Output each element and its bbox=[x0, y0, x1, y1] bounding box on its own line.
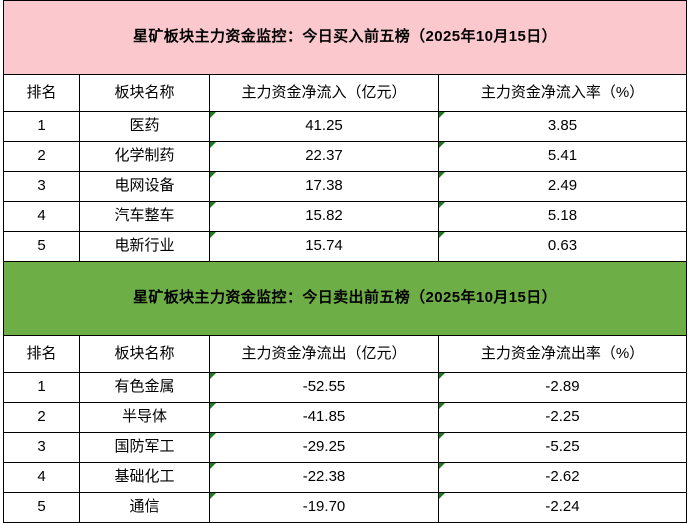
buy-rate-3: 2.49 bbox=[437, 171, 688, 202]
sell-rate-1: -2.89 bbox=[437, 372, 688, 403]
table-row: 4 基础化工 -22.38 -2.62 bbox=[3, 462, 688, 493]
buy-rank-4: 4 bbox=[3, 201, 80, 232]
buy-value-5: 15.74 bbox=[209, 231, 439, 262]
sell-rank-3: 3 bbox=[3, 432, 80, 463]
buy-rate-2: 5.41 bbox=[437, 141, 688, 172]
buy-rate-5: 0.63 bbox=[437, 231, 688, 262]
sell-rate-2: -2.25 bbox=[437, 402, 688, 433]
buy-value-2: 22.37 bbox=[209, 141, 439, 172]
buy-rank-3: 3 bbox=[3, 171, 80, 202]
buy-name-3: 电网设备 bbox=[79, 171, 210, 202]
buy-name-5: 电新行业 bbox=[79, 231, 210, 262]
sell-banner-row: 星矿板块主力资金监控：今日卖出前五榜（2025年10月15日） bbox=[2, 261, 688, 336]
buy-name-1: 医药 bbox=[79, 111, 210, 142]
buy-rank-2: 2 bbox=[3, 141, 80, 172]
sell-rate-5: -2.24 bbox=[437, 492, 688, 523]
sell-value-1: -52.55 bbox=[209, 372, 439, 403]
sell-name-4: 基础化工 bbox=[79, 462, 210, 493]
sell-section-title: 星矿板块主力资金监控：今日卖出前五榜（2025年10月15日） bbox=[2, 261, 688, 336]
buy-value-3: 17.38 bbox=[209, 171, 439, 202]
buy-header-name: 板块名称 bbox=[79, 74, 210, 112]
sell-header-value: 主力资金净流出（亿元） bbox=[209, 335, 439, 373]
table-row: 2 化学制药 22.37 5.41 bbox=[3, 141, 688, 172]
sell-value-2: -41.85 bbox=[209, 402, 439, 433]
sell-value-3: -29.25 bbox=[209, 432, 439, 463]
table-row: 5 通信 -19.70 -2.24 bbox=[3, 492, 688, 523]
table-row: 2 半导体 -41.85 -2.25 bbox=[3, 402, 688, 433]
buy-rate-4: 5.18 bbox=[437, 201, 688, 232]
buy-rate-1: 3.85 bbox=[437, 111, 688, 142]
buy-name-2: 化学制药 bbox=[79, 141, 210, 172]
sell-name-3: 国防军工 bbox=[79, 432, 210, 463]
sell-name-1: 有色金属 bbox=[79, 372, 210, 403]
table-row: 3 电网设备 17.38 2.49 bbox=[3, 171, 688, 202]
sell-value-4: -22.38 bbox=[209, 462, 439, 493]
table-row: 1 医药 41.25 3.85 bbox=[3, 111, 688, 142]
sell-rate-4: -2.62 bbox=[437, 462, 688, 493]
sell-value-5: -19.70 bbox=[209, 492, 439, 523]
buy-value-4: 15.82 bbox=[209, 201, 439, 232]
sell-rank-5: 5 bbox=[3, 492, 80, 523]
sell-rank-2: 2 bbox=[3, 402, 80, 433]
table-row: 4 汽车整车 15.82 5.18 bbox=[3, 201, 688, 232]
sell-name-2: 半导体 bbox=[79, 402, 210, 433]
buy-banner-row: 星矿板块主力资金监控：今日买入前五榜（2025年10月15日） bbox=[2, 0, 688, 75]
buy-rank-5: 5 bbox=[3, 231, 80, 262]
buy-header-rank: 排名 bbox=[3, 74, 80, 112]
sell-header-rate: 主力资金净流出率（%） bbox=[437, 335, 688, 373]
buy-header-row: 排名 板块名称 主力资金净流入（亿元） 主力资金净流入率（%） bbox=[3, 74, 688, 112]
sell-rank-1: 1 bbox=[3, 372, 80, 403]
buy-name-4: 汽车整车 bbox=[79, 201, 210, 232]
buy-header-value: 主力资金净流入（亿元） bbox=[209, 74, 439, 112]
table-row: 3 国防军工 -29.25 -5.25 bbox=[3, 432, 688, 463]
sell-rate-3: -5.25 bbox=[437, 432, 688, 463]
buy-rank-1: 1 bbox=[3, 111, 80, 142]
sell-header-row: 排名 板块名称 主力资金净流出（亿元） 主力资金净流出率（%） bbox=[3, 335, 688, 373]
buy-header-rate: 主力资金净流入率（%） bbox=[437, 74, 688, 112]
table-row: 1 有色金属 -52.55 -2.89 bbox=[3, 372, 688, 403]
table-row: 5 电新行业 15.74 0.63 bbox=[3, 231, 688, 262]
sell-rank-4: 4 bbox=[3, 462, 80, 493]
sell-header-rank: 排名 bbox=[3, 335, 80, 373]
buy-section-title: 星矿板块主力资金监控：今日买入前五榜（2025年10月15日） bbox=[2, 0, 688, 75]
buy-value-1: 41.25 bbox=[209, 111, 439, 142]
sell-header-name: 板块名称 bbox=[79, 335, 210, 373]
sell-name-5: 通信 bbox=[79, 492, 210, 523]
